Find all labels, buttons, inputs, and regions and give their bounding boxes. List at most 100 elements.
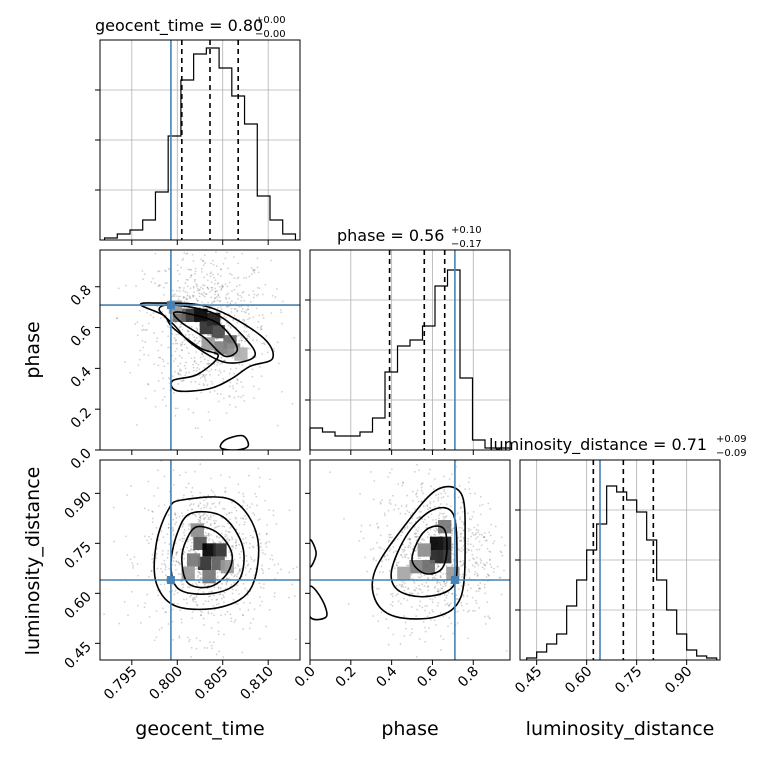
sample-point [421, 500, 423, 503]
sample-point [242, 538, 244, 540]
sample-point [153, 389, 156, 392]
sample-point [475, 528, 478, 531]
sample-point [468, 609, 471, 612]
sample-point [411, 517, 414, 519]
sample-point [222, 397, 225, 400]
sample-point [228, 395, 230, 397]
sample-point [215, 265, 218, 268]
sample-point [387, 558, 390, 561]
sample-point [243, 319, 246, 321]
sample-point [175, 289, 178, 292]
sample-point [435, 521, 438, 524]
sample-point [397, 561, 400, 564]
sample-point [243, 542, 245, 545]
sample-point [234, 307, 237, 310]
sample-point [189, 287, 192, 290]
sample-point [484, 592, 487, 595]
sample-point [391, 605, 394, 607]
sample-point [147, 382, 150, 385]
sample-point [407, 538, 410, 540]
sample-point [176, 551, 179, 553]
sample-point [240, 339, 243, 342]
sample-point [439, 576, 442, 579]
sample-point [212, 259, 214, 262]
sample-point [141, 324, 144, 327]
sample-point [188, 295, 191, 298]
sample-point [423, 585, 426, 587]
sample-point [130, 485, 133, 487]
sample-point [235, 575, 238, 578]
sample-point [204, 582, 207, 585]
sample-point [227, 537, 229, 540]
sample-point [198, 368, 201, 371]
sample-point [429, 619, 432, 621]
sample-point [218, 540, 220, 543]
sample-point [161, 310, 164, 313]
sample-point [198, 581, 200, 584]
sample-point [427, 585, 430, 588]
sample-point [403, 555, 406, 558]
sample-point [170, 243, 172, 245]
sample-point [425, 524, 428, 527]
sample-point [441, 587, 444, 590]
sample-point [182, 257, 185, 260]
sample-point [233, 308, 236, 310]
sample-point [167, 526, 170, 529]
sample-point [467, 583, 470, 586]
sample-point [438, 514, 440, 517]
sample-point [161, 358, 164, 361]
sample-point [489, 617, 491, 620]
sample-point [155, 526, 158, 529]
sample-point [281, 300, 284, 303]
sample-point [241, 651, 244, 654]
sample-point [188, 337, 190, 340]
sample-point [192, 285, 195, 288]
sample-point [130, 590, 133, 593]
sample-point [231, 549, 234, 551]
sample-point [210, 286, 213, 289]
sample-point [421, 606, 424, 609]
sample-point [228, 512, 230, 515]
sample-point [473, 492, 476, 495]
sample-point [245, 560, 248, 562]
sample-point [197, 299, 199, 302]
sample-point [437, 601, 440, 604]
sample-point [418, 469, 420, 472]
sample-point [460, 550, 462, 553]
sample-point [182, 586, 185, 589]
sample-point [426, 605, 429, 607]
sample-point [397, 593, 399, 595]
sample-point [427, 576, 429, 579]
sample-point [235, 509, 238, 512]
sample-point [431, 609, 434, 612]
sample-point [180, 369, 183, 372]
sample-point [203, 366, 206, 369]
sample-point [245, 311, 247, 314]
sample-point [193, 356, 196, 359]
sample-point [203, 504, 206, 507]
sample-point [488, 574, 490, 577]
sample-point [198, 295, 201, 298]
sample-point [183, 364, 186, 367]
sample-point [215, 603, 218, 606]
sample-point [182, 522, 185, 525]
sample-point [460, 565, 462, 567]
sample-point [417, 526, 420, 529]
sample-point [191, 537, 194, 540]
sample-point [452, 558, 455, 561]
sample-point [181, 341, 184, 344]
sample-point [455, 465, 458, 468]
sample-point [232, 598, 235, 601]
sample-point [223, 601, 225, 604]
sample-point [146, 311, 148, 314]
sample-point [206, 286, 209, 289]
sample-point [443, 594, 446, 596]
sample-point [242, 290, 245, 293]
sample-point [473, 573, 476, 576]
sample-point [195, 595, 198, 598]
sample-point [489, 551, 492, 553]
sample-point [426, 531, 429, 534]
sample-point [186, 546, 188, 549]
sample-point [171, 332, 174, 335]
sample-point [235, 547, 237, 550]
